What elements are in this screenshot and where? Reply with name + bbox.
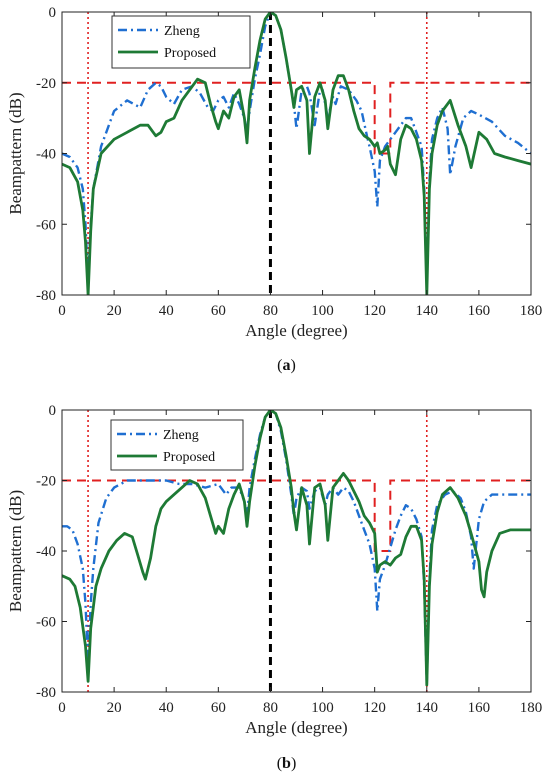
x-tick-label: 40 — [159, 700, 174, 716]
legend: Zheng Proposed — [110, 419, 244, 471]
y-tick-label: -60 — [36, 615, 56, 631]
legend-label-proposed: Proposed — [163, 450, 215, 465]
x-tick-label: 160 — [468, 700, 491, 716]
x-axis-label: Angle (degree) — [245, 718, 347, 737]
x-tick-label: 100 — [311, 700, 334, 716]
legend-box — [110, 419, 244, 471]
caption-part: ) — [291, 755, 296, 772]
caption-part: ( — [277, 357, 282, 374]
legend-box — [111, 15, 251, 69]
x-tick-label: 140 — [416, 700, 439, 716]
mask-line — [62, 479, 531, 552]
y-tick-label: -80 — [36, 288, 56, 304]
y-tick-label: -20 — [36, 474, 56, 490]
series-line-proposed — [62, 12, 531, 295]
y-axis-label: Beampattern (dB) — [6, 490, 25, 612]
caption-part: a — [283, 357, 291, 374]
plot-layer — [62, 410, 531, 692]
caption-part: ) — [291, 357, 296, 374]
mask-line — [62, 81, 531, 155]
y-tick-label: -20 — [36, 76, 56, 92]
panel-caption: (b) — [277, 755, 297, 772]
y-axis-label: Beampattern (dB) — [6, 92, 25, 214]
legend-label-zheng: Zheng — [163, 428, 199, 443]
x-tick-label: 80 — [263, 700, 278, 716]
y-tick-label: 0 — [49, 403, 57, 419]
x-tick-label: 120 — [363, 303, 386, 319]
x-tick-label: 180 — [520, 303, 543, 319]
y-tick-label: -80 — [36, 685, 56, 701]
x-tick-label: 20 — [107, 700, 122, 716]
x-tick-label: 60 — [211, 303, 226, 319]
x-tick-label: 140 — [416, 303, 439, 319]
x-tick-label: 40 — [159, 303, 174, 319]
x-tick-label: 0 — [58, 303, 66, 319]
caption-part: ( — [277, 755, 282, 772]
series-line-proposed — [62, 410, 531, 687]
legend-label-zheng: Zheng — [164, 24, 200, 39]
x-tick-label: 120 — [363, 700, 386, 716]
x-tick-label: 180 — [520, 700, 543, 716]
panel-caption: (a) — [277, 357, 296, 374]
y-tick-label: -40 — [36, 544, 56, 560]
chart-panel-a: 0 20 40 60 80 100 120 140 160 180 0 -20 -40 -60 -80 Ang… — [6, 5, 542, 374]
plot-layer — [62, 12, 531, 295]
x-tick-label: 80 — [263, 303, 278, 319]
y-tick-label: 0 — [49, 5, 57, 21]
legend: Zheng Proposed — [111, 15, 251, 69]
x-tick-label: 100 — [311, 303, 334, 319]
y-tick-label: -60 — [36, 217, 56, 233]
x-tick-label: 20 — [107, 303, 122, 319]
x-axis-label: Angle (degree) — [245, 321, 347, 340]
chart-panel-b: 0 20 40 60 80 100 120 140 160 180 0 -20 -40 -60 -80 Ang… — [6, 403, 542, 772]
x-tick-label: 160 — [468, 303, 491, 319]
caption-part: b — [282, 755, 291, 772]
x-tick-label: 0 — [58, 700, 66, 716]
x-tick-label: 60 — [211, 700, 226, 716]
y-tick-label: -40 — [36, 147, 56, 163]
legend-label-proposed: Proposed — [164, 46, 216, 61]
